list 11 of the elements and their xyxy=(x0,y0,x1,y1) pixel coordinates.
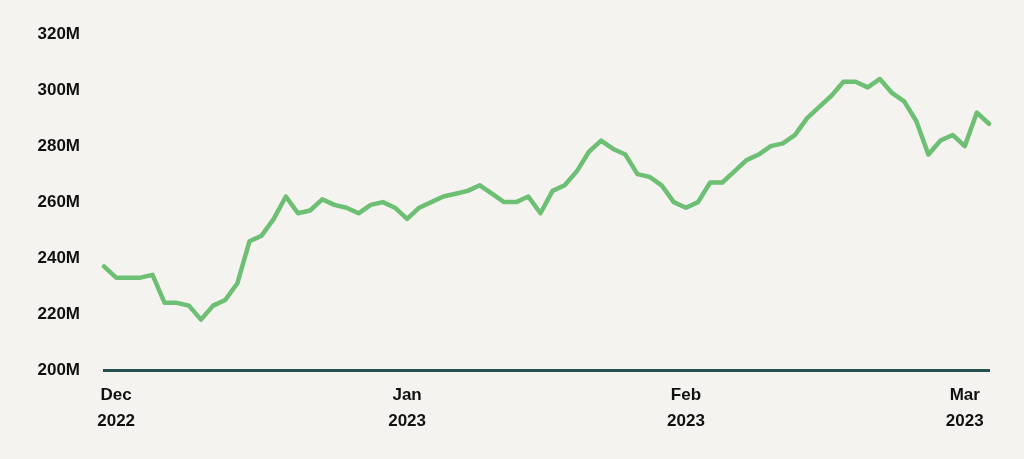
x-tick-label: Mar 2023 xyxy=(945,384,984,430)
y-tick-label: 220M xyxy=(37,303,80,323)
y-tick-label: 240M xyxy=(37,247,80,267)
y-tick-label: 200M xyxy=(37,359,80,379)
y-tick-label: 320M xyxy=(37,23,80,43)
y-tick-label: 260M xyxy=(37,191,80,211)
x-tick-label: Feb 2023 xyxy=(667,384,705,430)
y-tick-label: 280M xyxy=(37,135,80,155)
x-tick-label: Dec 2022 xyxy=(97,384,136,430)
x-tick-label: Jan 2023 xyxy=(388,384,426,430)
y-tick-label: 300M xyxy=(37,79,80,99)
